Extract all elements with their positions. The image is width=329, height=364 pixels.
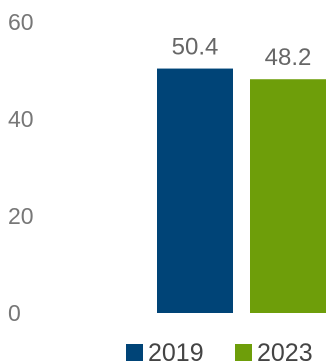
y-tick-label: 20	[8, 203, 34, 229]
legend-swatch-2019	[126, 344, 143, 361]
y-tick-label: 0	[8, 300, 21, 326]
data-label-2019: 50.4	[172, 34, 219, 61]
bar-2023	[250, 79, 326, 313]
y-axis: 0 20 40 60	[8, 9, 34, 326]
legend-label-2023: 2023	[257, 339, 313, 364]
y-tick-label: 60	[8, 9, 34, 35]
data-labels: 50.4 48.2	[172, 34, 312, 72]
y-tick-label: 40	[8, 106, 34, 132]
legend: 2019 2023	[126, 339, 313, 364]
legend-swatch-2023	[235, 344, 252, 361]
bars	[157, 68, 326, 313]
legend-label-2019: 2019	[148, 339, 204, 364]
data-label-2023: 48.2	[265, 44, 312, 71]
bar-2019	[157, 68, 233, 313]
